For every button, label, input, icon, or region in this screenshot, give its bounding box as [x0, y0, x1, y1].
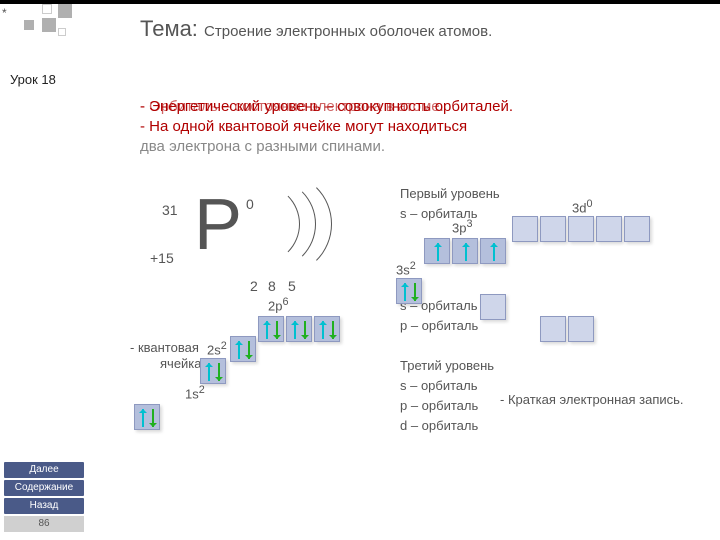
page-counter: 86	[4, 516, 84, 532]
contents-button[interactable]: Содержание	[4, 480, 84, 496]
title-rest: Строение электронных оболочек атомов.	[204, 23, 492, 40]
shell-2: 8	[268, 278, 276, 294]
overlay-text-b: - Орбиталь – состояние электрона в атоме…	[140, 98, 700, 115]
cell-extra-1	[480, 294, 506, 320]
cell-extra-3	[568, 316, 594, 342]
shell-1: 2	[250, 278, 258, 294]
cell-3p-1	[424, 238, 450, 264]
level3-title: Третий уровень	[400, 358, 494, 373]
cell-3p-3	[480, 238, 506, 264]
orb-3p: 3p3	[452, 218, 473, 235]
kvant-label: - квантовая	[130, 340, 199, 355]
cell-2s	[230, 336, 256, 362]
level3-s: s – орбиталь	[400, 378, 478, 393]
orb-1s: 1s2	[185, 384, 205, 401]
orb-2p: 2p6	[268, 296, 289, 313]
cell-extra-2	[540, 316, 566, 342]
title-prefix: Тема:	[140, 16, 198, 41]
short-record-note: - Краткая электронная запись.	[500, 392, 684, 407]
atomic-number: +15	[150, 250, 174, 266]
cell-3p-2	[452, 238, 478, 264]
cell-3s	[396, 278, 422, 304]
back-button[interactable]: Назад	[4, 498, 84, 514]
orb-3d: 3d0	[572, 198, 593, 215]
cell-1s	[134, 404, 160, 430]
cell-3d-3	[568, 216, 594, 242]
cell-3d-5	[624, 216, 650, 242]
level3-p: p – орбиталь	[400, 398, 478, 413]
level1-title: Первый уровень	[400, 186, 500, 201]
level3-d: d – орбиталь	[400, 418, 478, 433]
mass-number: 31	[162, 202, 178, 218]
page-title: Тема: Строение электронных оболочек атом…	[140, 16, 492, 42]
line3: - На одной квантовой ячейке могут находи…	[140, 118, 700, 135]
kvant-label2: ячейка	[160, 356, 202, 371]
orb-2s: 2s2	[207, 340, 227, 357]
cell-3d-1	[512, 216, 538, 242]
orb-3s: 3s2	[396, 260, 416, 277]
top-bar	[0, 0, 720, 4]
lesson-number: Урок 18	[10, 72, 56, 87]
star-marker: *	[2, 6, 7, 20]
cell-3d-4	[596, 216, 622, 242]
cell-sample	[200, 358, 226, 384]
next-button[interactable]: Далее	[4, 462, 84, 478]
logo	[18, 4, 78, 34]
cell-2p-1	[258, 316, 284, 342]
line4: два электрона с разными спинами.	[140, 138, 700, 155]
shell-3: 5	[288, 278, 296, 294]
cell-2p-3	[314, 316, 340, 342]
level2-p: p – орбиталь	[400, 318, 478, 333]
cell-2p-2	[286, 316, 312, 342]
cell-3d-2	[540, 216, 566, 242]
